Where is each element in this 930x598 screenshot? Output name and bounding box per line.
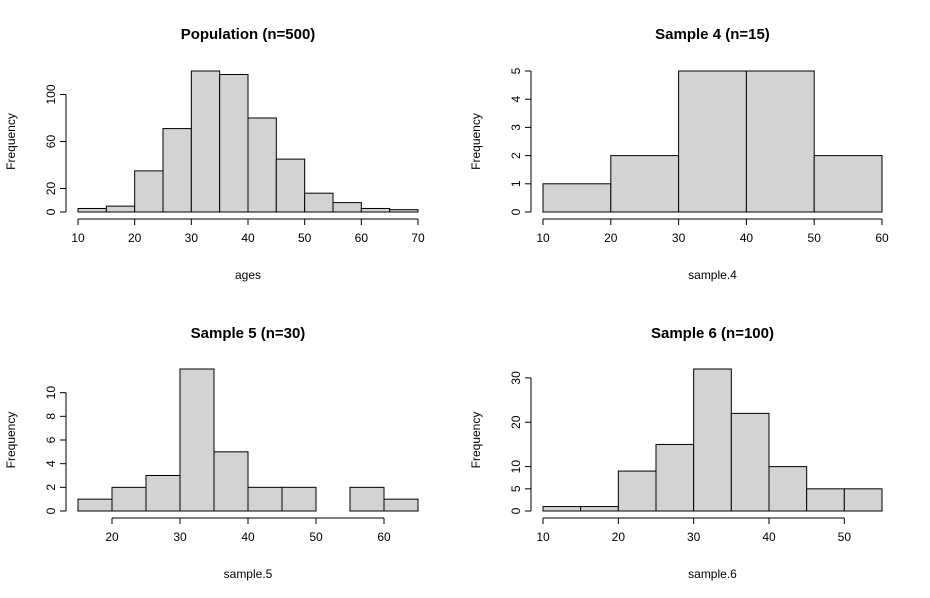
chart-4-x-tick-label: 20 [612, 530, 626, 544]
chart-3-x-tick-label: 20 [105, 530, 119, 544]
chart-3-x-tick-label: 30 [173, 530, 187, 544]
chart-3-bar-25-30 [145, 475, 181, 512]
chart-4-y-tick-label: 0 [509, 507, 523, 514]
chart-1-bar-10-15 [77, 207, 107, 213]
chart-1-x-tick-label: 40 [241, 231, 255, 245]
chart-3-x-tick-label: 40 [241, 530, 255, 544]
chart-1-x-axis-label: ages [235, 268, 261, 282]
chart-1-x-tick-label: 60 [355, 231, 369, 245]
chart-3-y-tick-label: 10 [44, 386, 58, 400]
chart-2-bar-50-60 [813, 155, 883, 213]
chart-1-bar-50-55 [304, 192, 334, 213]
chart-1-bar-20-25 [134, 170, 164, 213]
chart-1-bar-60-65 [360, 207, 391, 213]
chart-3-y-tick-label: 6 [44, 436, 58, 443]
chart-1-bar-25-30 [162, 128, 192, 213]
chart-3-bar-35-40 [213, 451, 249, 512]
chart-4-x-tick-label: 10 [536, 530, 550, 544]
chart-4-bar-20-25 [617, 470, 657, 512]
chart-4-bar-40-45 [768, 466, 808, 512]
chart-1-y-tick-label: 20 [44, 182, 58, 196]
chart-1-bar-55-60 [332, 202, 362, 213]
chart-2-y-axis-label: Frequency [469, 113, 483, 170]
chart-1-x-tick-label: 70 [411, 231, 425, 245]
chart-3-bar-45-50 [281, 486, 317, 512]
chart-2-bar-10-20 [542, 183, 612, 213]
chart-2-x-tick-label: 50 [808, 231, 822, 245]
chart-1-x-tick-label: 50 [298, 231, 312, 245]
chart-2-x-tick-label: 20 [604, 231, 618, 245]
chart-4-bar-45-50 [806, 488, 845, 512]
chart-1-x-tick-label: 10 [71, 231, 85, 245]
chart-1-bar-15-20 [105, 205, 136, 213]
chart-1-bar-40-45 [247, 117, 277, 213]
chart-4-bar-25-30 [655, 443, 695, 512]
chart-3-bar-30-35 [179, 368, 215, 512]
chart-3-title: Sample 5 (n=30) [191, 325, 306, 342]
chart-2-bar-30-40 [678, 70, 747, 213]
chart-2-x-axis-label: sample.4 [688, 268, 737, 282]
chart-2-title: Sample 4 (n=15) [655, 26, 770, 43]
chart-4-bar-35-40 [730, 412, 770, 512]
chart-1-y-tick-label: 60 [44, 135, 58, 149]
chart-4-bar-15-20 [580, 506, 619, 512]
chart-3-y-tick-label: 0 [44, 507, 58, 514]
chart-3-x-tick-label: 50 [309, 530, 323, 544]
chart-4-y-tick-label: 5 [509, 485, 523, 492]
chart-1-bar-65-70 [389, 209, 419, 213]
chart-3-bar-55-60 [349, 486, 385, 512]
chart-3-y-tick-label: 2 [44, 484, 58, 491]
chart-4-x-tick-label: 50 [838, 530, 852, 544]
chart-1-bar-45-50 [275, 158, 306, 213]
chart-2-y-tick-label: 1 [509, 180, 523, 187]
chart-3-y-tick-label: 4 [44, 460, 58, 467]
chart-4-x-axis-label: sample.6 [688, 567, 737, 581]
chart-3-y-axis-label: Frequency [4, 412, 18, 469]
chart-2-bar-40-50 [745, 70, 815, 213]
chart-1-bar-35-40 [219, 74, 249, 213]
chart-4-y-axis-label: Frequency [469, 412, 483, 469]
chart-4-x-tick-label: 30 [687, 530, 701, 544]
chart-2-x-tick-label: 40 [740, 231, 754, 245]
chart-2-x-tick-label: 10 [536, 231, 550, 245]
chart-4-bar-10-15 [542, 506, 582, 512]
chart-2-y-tick-label: 4 [509, 96, 523, 103]
chart-4-bar-30-35 [693, 368, 732, 512]
chart-2-x-tick-label: 60 [875, 231, 889, 245]
chart-1-x-tick-label: 30 [185, 231, 199, 245]
chart-3-bar-20-25 [111, 486, 147, 512]
chart-4-y-tick-label: 10 [509, 460, 523, 474]
chart-4-bar-50-55 [843, 488, 883, 512]
chart-1-y-axis-label: Frequency [4, 113, 18, 170]
chart-3-y-tick-label: 8 [44, 413, 58, 420]
chart-3-bar-40-45 [247, 486, 283, 512]
chart-3-bar-15-20 [77, 498, 113, 512]
chart-1-x-tick-label: 20 [128, 231, 142, 245]
chart-1-y-tick-label: 100 [44, 84, 58, 104]
chart-2-y-tick-label: 5 [509, 67, 523, 74]
chart-4-title: Sample 6 (n=100) [651, 325, 774, 342]
chart-2-y-tick-label: 3 [509, 124, 523, 131]
chart-1-y-tick-label: 0 [44, 208, 58, 215]
chart-4-y-tick-label: 20 [509, 415, 523, 429]
chart-2-y-tick-label: 2 [509, 152, 523, 159]
chart-3-x-axis-label: sample.5 [224, 567, 273, 581]
chart-3-x-tick-label: 60 [377, 530, 391, 544]
chart-2-y-tick-label: 0 [509, 208, 523, 215]
chart-4-y-tick-label: 30 [509, 371, 523, 385]
chart-3-bar-60-65 [383, 498, 419, 512]
chart-2-x-tick-label: 30 [672, 231, 686, 245]
chart-2-bar-20-30 [610, 155, 680, 213]
chart-1-bar-30-35 [190, 70, 221, 213]
chart-4-x-tick-label: 40 [762, 530, 776, 544]
chart-1-title: Population (n=500) [181, 26, 316, 43]
